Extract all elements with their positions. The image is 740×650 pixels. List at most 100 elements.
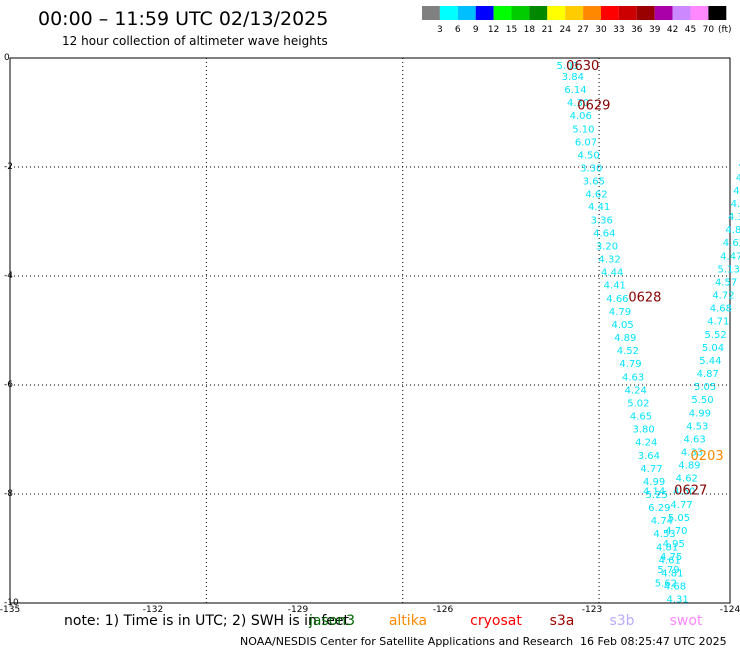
x-tick-label: -124 [720, 605, 740, 615]
wave-height-value: 4.63 [684, 434, 706, 445]
wave-height-value: 5.25 [646, 490, 668, 501]
wave-height-value: 4.77 [640, 464, 662, 475]
satellite-label: cryosat [470, 613, 522, 629]
pass-time-label: 0630 [566, 59, 599, 74]
wave-height-value: 4.64 [593, 228, 615, 239]
wave-height-value: 5.05 [694, 382, 716, 393]
wave-height-value: 5.50 [691, 395, 713, 406]
axis-ticks: 0 -2 -4 -6 -8 -10-135 -132 -129 -126 -123 -124 [0, 53, 740, 615]
wave-height-value: 6.14 [564, 85, 586, 96]
legend-swatch [601, 6, 619, 20]
wave-height-value: 4.62 [676, 474, 698, 485]
wave-height-value: 5.02 [627, 398, 649, 409]
wave-height-value: 4.74 [651, 516, 673, 527]
chart-subtitle: 12 hour collection of altimeter wave hei… [62, 34, 328, 48]
wave-height-value: 4.62 [585, 190, 607, 201]
wave-height-value: 4.99 [689, 408, 711, 419]
legend-label: 36 [631, 25, 643, 35]
footer-note: note: 1) Time is in UTC; 2) SWH is in fe… [64, 613, 350, 629]
wave-height-value: 4.63 [622, 372, 644, 383]
wave-height-value: 5.04 [702, 343, 724, 354]
pass-time-label: 0627 [674, 484, 707, 499]
wave-height-value: 4.99 [643, 477, 665, 488]
legend-label: 6 [455, 25, 461, 35]
wave-height-value: 4.32 [598, 255, 620, 266]
legend-label: 24 [559, 25, 571, 35]
legend-swatch [511, 6, 530, 20]
wave-height-value: 4.44 [601, 268, 623, 279]
y-tick-label: -8 [4, 489, 13, 499]
wave-height-value: 4.65 [630, 412, 652, 423]
wave-height-value: 4.06 [570, 111, 592, 122]
wave-height-value: 4.87 [697, 369, 719, 380]
y-tick-label: -10 [4, 598, 19, 608]
wave-height-value: 3.64 [638, 451, 660, 462]
wave-height-value: 4.35 [728, 212, 740, 223]
legend-label: 15 [506, 25, 517, 35]
satellite-label: swot [670, 613, 703, 629]
wave-height-value: 4.53 [686, 421, 708, 432]
wave-height-value: 4.27 [731, 199, 740, 210]
wave-height-value: 4.68 [710, 304, 732, 315]
satellite-label: jason3 [308, 613, 355, 629]
wave-height-value: 4.41 [588, 202, 610, 213]
legend-swatch [565, 6, 584, 20]
wave-height-value: 4.14 [643, 487, 665, 498]
wave-height-value: 5.05 [668, 513, 690, 524]
legend-swatch [439, 6, 458, 20]
legend-label: 42 [667, 25, 678, 35]
legend-label: 39 [649, 25, 661, 35]
wave-height-value: 4.81 [656, 542, 678, 553]
wave-height-value: 6.07 [575, 137, 597, 148]
wave-height-value: 4.95 [663, 539, 685, 550]
legend-label: 12 [488, 25, 499, 35]
wave-height-value: 5.10 [572, 124, 594, 135]
wave-height-value: 4.47 [720, 251, 740, 262]
wave-height-value: 6.29 [648, 503, 670, 514]
wave-height-value: 4.89 [678, 461, 700, 472]
legend-label: 9 [473, 25, 479, 35]
wave-height-value: 4.52 [617, 346, 639, 357]
wave-height-value: 4.86 [725, 225, 740, 236]
legend-label: 3 [437, 25, 443, 35]
x-tick-label: -123 [582, 605, 602, 615]
wave-height-value: 4.89 [614, 333, 636, 344]
wave-height-value: 4.20 [736, 173, 740, 184]
wave-height-value: 4.31 [667, 595, 689, 606]
x-tick-label: -135 [0, 605, 20, 615]
legend-swatch [618, 6, 637, 20]
wave-height-value: 5.79 [657, 565, 679, 576]
wave-height-value: 5.44 [699, 356, 721, 367]
satellite-legend: jason3 altika cryosat s3a s3b swot [308, 613, 703, 629]
wave-height-value: 5.03 [557, 61, 579, 72]
satellite-label: altika [389, 613, 427, 629]
wave-height-value: 4.68 [664, 582, 686, 593]
legend-label: 45 [685, 25, 696, 35]
wave-height-value: 4.77 [670, 500, 692, 511]
satellite-label: s3b [609, 613, 634, 629]
legend-swatch [547, 6, 566, 20]
y-tick-label: -6 [4, 380, 13, 390]
y-tick-label: 0 [4, 53, 10, 63]
wave-height-value: 4.33 [681, 447, 703, 458]
legend-swatch [583, 6, 601, 20]
x-tick-label: -129 [288, 605, 309, 615]
pass-time-label: 0203 [691, 449, 724, 464]
wave-height-value: 4.63 [723, 238, 740, 249]
y-tick-label: -4 [4, 271, 13, 281]
timestamp-text: 16 Feb 08:25:47 UTC 2025 [580, 635, 727, 648]
wave-height-value: 4.30 [567, 98, 589, 109]
wave-height-value: 4.71 [707, 317, 729, 328]
legend-swatch [672, 6, 691, 20]
legend-label: 27 [577, 25, 588, 35]
y-tick-label: -2 [4, 162, 13, 172]
wave-height-value: 4.41 [604, 281, 626, 292]
legend-swatch [690, 6, 709, 20]
legend-label: 30 [595, 25, 607, 35]
legend-swatch [457, 6, 476, 20]
legend-label: 33 [613, 25, 624, 35]
wave-height-value: 4.61 [659, 555, 681, 566]
wave-height-values: 5.033.84 6.14 4.30 4.06 5.10 6.07 4.50 3.30 3.65… [557, 61, 740, 606]
legend-swatch [529, 6, 548, 20]
